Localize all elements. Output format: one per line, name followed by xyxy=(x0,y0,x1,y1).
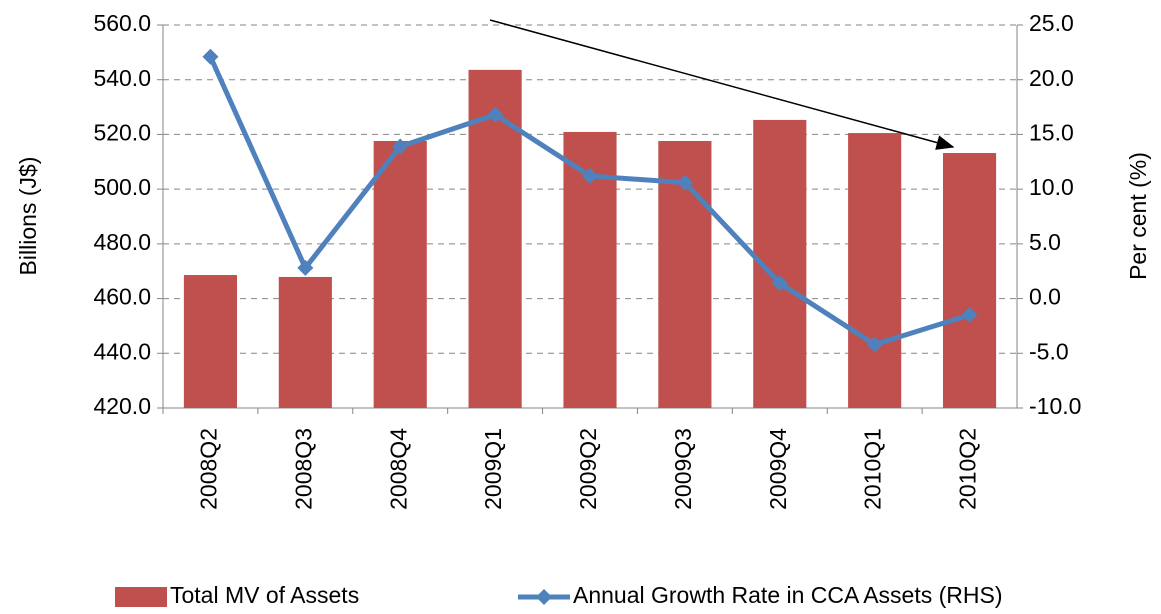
y-tick-label: 440.0 xyxy=(93,338,151,364)
x-tick-label: 2009Q2 xyxy=(575,428,601,510)
marker xyxy=(582,168,598,185)
bar xyxy=(942,153,997,408)
y-tick-label: 420.0 xyxy=(93,393,151,419)
bar xyxy=(848,133,902,408)
y2-tick-label: 5.0 xyxy=(1029,229,1061,255)
y2-tick-label: 15.0 xyxy=(1029,120,1074,146)
y2-tick-label: -10.0 xyxy=(1029,393,1081,419)
x-tick-label: 2009Q4 xyxy=(765,428,791,510)
y-tick-label: 500.0 xyxy=(93,174,151,200)
x-tick-label: 2008Q3 xyxy=(290,428,316,510)
y2-tick-label: 20.0 xyxy=(1029,65,1074,91)
legend-label: Total MV of Assets xyxy=(170,582,359,608)
y2-tick-label: 25.0 xyxy=(1029,10,1074,36)
legend-swatch xyxy=(115,587,167,607)
y-tick-label: 520.0 xyxy=(93,120,151,146)
bar xyxy=(183,275,238,408)
marker xyxy=(392,138,409,155)
x-tick-label: 2009Q3 xyxy=(670,428,696,510)
marker xyxy=(487,106,504,123)
marker xyxy=(961,306,978,323)
marker xyxy=(771,275,788,292)
marker xyxy=(676,174,693,191)
x-tick-label: 2010Q1 xyxy=(860,428,886,510)
y-axis-title: Billions (J$) xyxy=(15,157,41,276)
marker xyxy=(297,259,314,276)
bar xyxy=(373,140,427,408)
y-tick-label: 540.0 xyxy=(93,65,151,91)
y-tick-label: 560.0 xyxy=(93,10,151,36)
y-tick-label: 480.0 xyxy=(93,229,151,255)
y2-tick-label: 10.0 xyxy=(1029,174,1074,200)
x-tick-label: 2010Q2 xyxy=(955,428,981,510)
annotation-arrow xyxy=(489,19,955,150)
x-tick-label: 2009Q1 xyxy=(480,428,506,510)
marker xyxy=(202,48,219,65)
x-tick-label: 2008Q4 xyxy=(385,428,411,510)
marker xyxy=(866,336,883,353)
y2-axis-title: Per cent (%) xyxy=(1125,152,1151,280)
y2-tick-label: 0.0 xyxy=(1029,284,1061,310)
bar xyxy=(278,276,332,408)
legend-marker xyxy=(536,589,552,605)
x-tick-label: 2008Q2 xyxy=(196,428,222,510)
y-tick-label: 460.0 xyxy=(93,284,151,310)
y2-tick-label: -5.0 xyxy=(1029,338,1069,364)
legend-label: Annual Growth Rate in CCA Assets (RHS) xyxy=(573,582,1003,608)
